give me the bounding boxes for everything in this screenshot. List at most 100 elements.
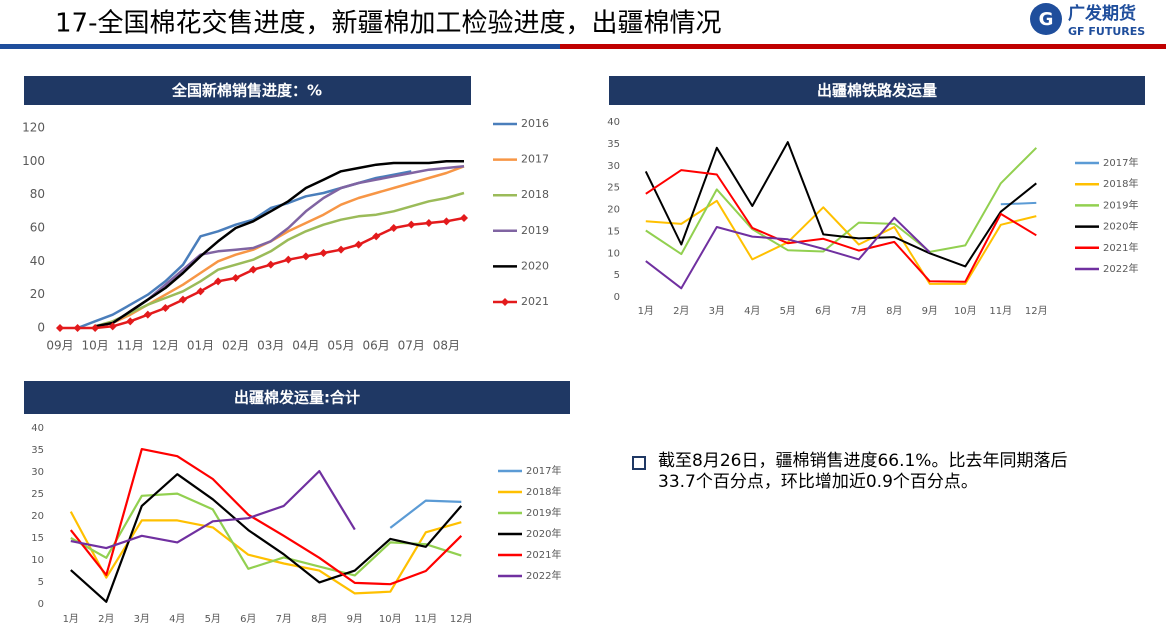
logo-glyph: G bbox=[1039, 9, 1054, 30]
series-line bbox=[1000, 201, 1037, 206]
point-marker bbox=[407, 220, 416, 229]
x-tick-label: 10月 bbox=[954, 305, 977, 317]
x-tick-label: 7月 bbox=[851, 305, 867, 317]
series-line bbox=[645, 147, 1038, 256]
series-line bbox=[645, 169, 1037, 283]
x-tick-label: 02月 bbox=[222, 339, 249, 353]
logo: G 广发期货 GF FUTURES bbox=[1030, 3, 1145, 38]
x-tick-label: 12月 bbox=[152, 339, 179, 353]
logo-cn: 广发期货 bbox=[1068, 3, 1136, 24]
y-tick-label: 5 bbox=[38, 577, 44, 588]
legend-label: 2019年 bbox=[526, 506, 561, 519]
y-tick-label: 15 bbox=[607, 226, 620, 237]
x-tick-label: 03月 bbox=[257, 339, 284, 353]
series-line bbox=[69, 448, 463, 586]
legend-label: 2018 bbox=[521, 188, 549, 201]
legend-label: 2022年 bbox=[526, 569, 561, 582]
x-tick-label: 07月 bbox=[398, 339, 425, 353]
series-line bbox=[94, 165, 465, 328]
slide-title: 17-全国棉花交售进度，新疆棉加工检验进度，出疆棉情况 bbox=[55, 9, 721, 39]
x-tick-label: 6月 bbox=[240, 613, 256, 625]
legend-label: 2020 bbox=[521, 259, 549, 272]
point-marker bbox=[249, 265, 258, 274]
x-tick-label: 8月 bbox=[311, 613, 327, 625]
x-tick-label: 6月 bbox=[815, 305, 831, 317]
legend-label: 2021年 bbox=[526, 548, 561, 561]
y-tick-label: 0 bbox=[38, 599, 44, 610]
x-tick-label: 2月 bbox=[673, 305, 689, 317]
series-line bbox=[645, 199, 1037, 285]
y-tick-label: 120 bbox=[22, 121, 45, 135]
series-line bbox=[94, 165, 465, 328]
point-marker bbox=[73, 324, 82, 332]
x-tick-label: 8月 bbox=[886, 305, 902, 317]
rule-red bbox=[560, 44, 1166, 49]
x-tick-label: 09月 bbox=[46, 339, 73, 353]
y-tick-label: 35 bbox=[31, 445, 44, 456]
point-marker bbox=[442, 217, 451, 226]
x-tick-label: 11月 bbox=[989, 305, 1012, 317]
series-line bbox=[645, 216, 931, 290]
note: 截至8月26日，疆棉销售进度66.1%。比去年同期落后33.7个百分点，环比增加… bbox=[658, 451, 1068, 492]
x-tick-label: 10月 bbox=[81, 339, 108, 353]
legend-label: 2020年 bbox=[526, 527, 561, 540]
x-tick-label: 06月 bbox=[363, 339, 390, 353]
y-tick-label: 80 bbox=[30, 187, 45, 201]
y-tick-label: 20 bbox=[607, 205, 620, 216]
x-tick-label: 5月 bbox=[205, 613, 221, 625]
series-line bbox=[70, 470, 356, 550]
point-marker bbox=[266, 260, 275, 269]
legend-label: 2019年 bbox=[1103, 198, 1138, 211]
x-tick-label: 9月 bbox=[922, 305, 938, 317]
x-tick-label: 12月 bbox=[450, 613, 473, 625]
point-marker bbox=[196, 287, 205, 296]
y-tick-label: 30 bbox=[31, 467, 44, 478]
x-tick-label: 9月 bbox=[347, 613, 363, 625]
x-tick-label: 05月 bbox=[327, 339, 354, 353]
x-tick-label: 2月 bbox=[98, 613, 114, 625]
x-tick-label: 10月 bbox=[379, 613, 402, 625]
bullet bbox=[632, 456, 646, 470]
chart-title: 出疆棉铁路发运量 bbox=[817, 82, 937, 100]
point-marker bbox=[372, 232, 381, 241]
y-tick-label: 10 bbox=[31, 555, 44, 566]
y-tick-label: 40 bbox=[30, 254, 45, 268]
series-line bbox=[70, 473, 463, 603]
chart-title: 全国新棉销售进度：% bbox=[171, 82, 322, 100]
legend-label: 2017年 bbox=[1103, 156, 1138, 169]
y-tick-label: 40 bbox=[607, 117, 620, 128]
x-tick-label: 12月 bbox=[1025, 305, 1048, 317]
x-tick-label: 1月 bbox=[63, 613, 79, 625]
x-tick-label: 7月 bbox=[276, 613, 292, 625]
legend-label: 2020年 bbox=[1103, 220, 1138, 233]
x-tick-label: 3月 bbox=[709, 305, 725, 317]
legend-label: 2017年 bbox=[526, 464, 561, 477]
chart-title-bar bbox=[609, 76, 1145, 105]
legend-label: 2022年 bbox=[1103, 262, 1138, 275]
chart-title-bar bbox=[24, 381, 570, 414]
x-tick-label: 01月 bbox=[187, 339, 214, 353]
point-marker bbox=[460, 214, 468, 222]
chart-title-bar bbox=[24, 76, 471, 105]
x-tick-label: 4月 bbox=[744, 305, 760, 317]
point-marker bbox=[231, 274, 240, 282]
chart-title: 出疆棉发运量:合计 bbox=[234, 389, 360, 407]
point-marker bbox=[214, 277, 223, 286]
point-marker bbox=[143, 310, 152, 319]
legend-marker bbox=[501, 298, 509, 306]
legend-label: 2018年 bbox=[526, 485, 561, 498]
y-tick-label: 35 bbox=[607, 139, 620, 150]
y-tick-label: 15 bbox=[31, 533, 44, 544]
series-line bbox=[70, 492, 462, 577]
x-tick-label: 1月 bbox=[638, 305, 654, 317]
point-marker bbox=[301, 252, 310, 261]
y-tick-label: 25 bbox=[31, 489, 44, 500]
point-marker bbox=[319, 249, 328, 257]
point-marker bbox=[126, 317, 135, 326]
y-tick-label: 40 bbox=[31, 423, 44, 434]
x-tick-label: 4月 bbox=[169, 613, 185, 625]
x-tick-label: 5月 bbox=[780, 305, 796, 317]
series-line bbox=[94, 191, 465, 328]
y-tick-label: 0 bbox=[37, 321, 45, 335]
